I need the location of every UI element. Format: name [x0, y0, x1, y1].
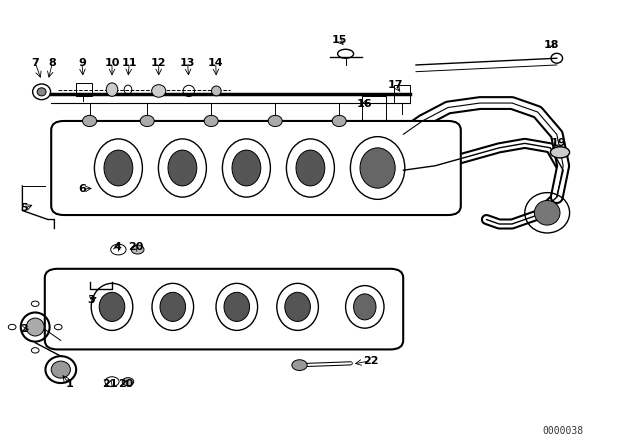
Text: 15: 15	[332, 35, 347, 45]
Ellipse shape	[140, 116, 154, 127]
Ellipse shape	[353, 294, 376, 320]
Text: 13: 13	[180, 58, 195, 68]
Ellipse shape	[26, 318, 44, 336]
Text: 1: 1	[65, 379, 73, 389]
Text: 20: 20	[118, 379, 133, 389]
Text: 5: 5	[20, 203, 28, 213]
Circle shape	[122, 378, 134, 386]
Text: 2: 2	[20, 324, 28, 334]
Ellipse shape	[204, 116, 218, 127]
Ellipse shape	[83, 116, 97, 127]
Ellipse shape	[168, 150, 197, 186]
Bar	[362, 96, 386, 121]
Ellipse shape	[152, 85, 166, 97]
Ellipse shape	[99, 293, 125, 322]
Ellipse shape	[224, 293, 250, 322]
Text: 4: 4	[113, 242, 121, 252]
Circle shape	[131, 245, 144, 254]
Bar	[76, 83, 92, 96]
Text: 21: 21	[102, 379, 118, 389]
Ellipse shape	[160, 293, 186, 322]
Text: 14: 14	[208, 58, 223, 68]
Text: 6: 6	[78, 184, 86, 194]
Ellipse shape	[51, 361, 70, 378]
Ellipse shape	[211, 86, 221, 96]
Ellipse shape	[360, 148, 396, 188]
Ellipse shape	[296, 150, 324, 186]
Text: 18: 18	[544, 40, 559, 50]
Circle shape	[292, 360, 307, 370]
Ellipse shape	[268, 116, 282, 127]
Text: 22: 22	[364, 356, 379, 366]
FancyBboxPatch shape	[45, 269, 403, 349]
Text: 20: 20	[128, 242, 143, 252]
Text: 3: 3	[87, 295, 95, 305]
Text: 17: 17	[388, 80, 403, 90]
Ellipse shape	[104, 150, 133, 186]
Bar	[394, 85, 410, 103]
Text: 19: 19	[550, 138, 566, 148]
Text: 12: 12	[151, 58, 166, 68]
Ellipse shape	[37, 88, 46, 96]
Ellipse shape	[232, 150, 261, 186]
Ellipse shape	[534, 201, 560, 225]
Text: 8: 8	[49, 58, 56, 68]
Text: 0000038: 0000038	[543, 426, 584, 436]
Ellipse shape	[550, 147, 570, 158]
Text: 9: 9	[78, 58, 86, 68]
Text: 16: 16	[357, 99, 372, 109]
Text: 11: 11	[122, 58, 137, 68]
Ellipse shape	[106, 83, 118, 96]
FancyBboxPatch shape	[51, 121, 461, 215]
Ellipse shape	[285, 293, 310, 322]
Text: 7: 7	[31, 58, 39, 68]
Text: 10: 10	[104, 58, 120, 68]
Ellipse shape	[332, 116, 346, 127]
